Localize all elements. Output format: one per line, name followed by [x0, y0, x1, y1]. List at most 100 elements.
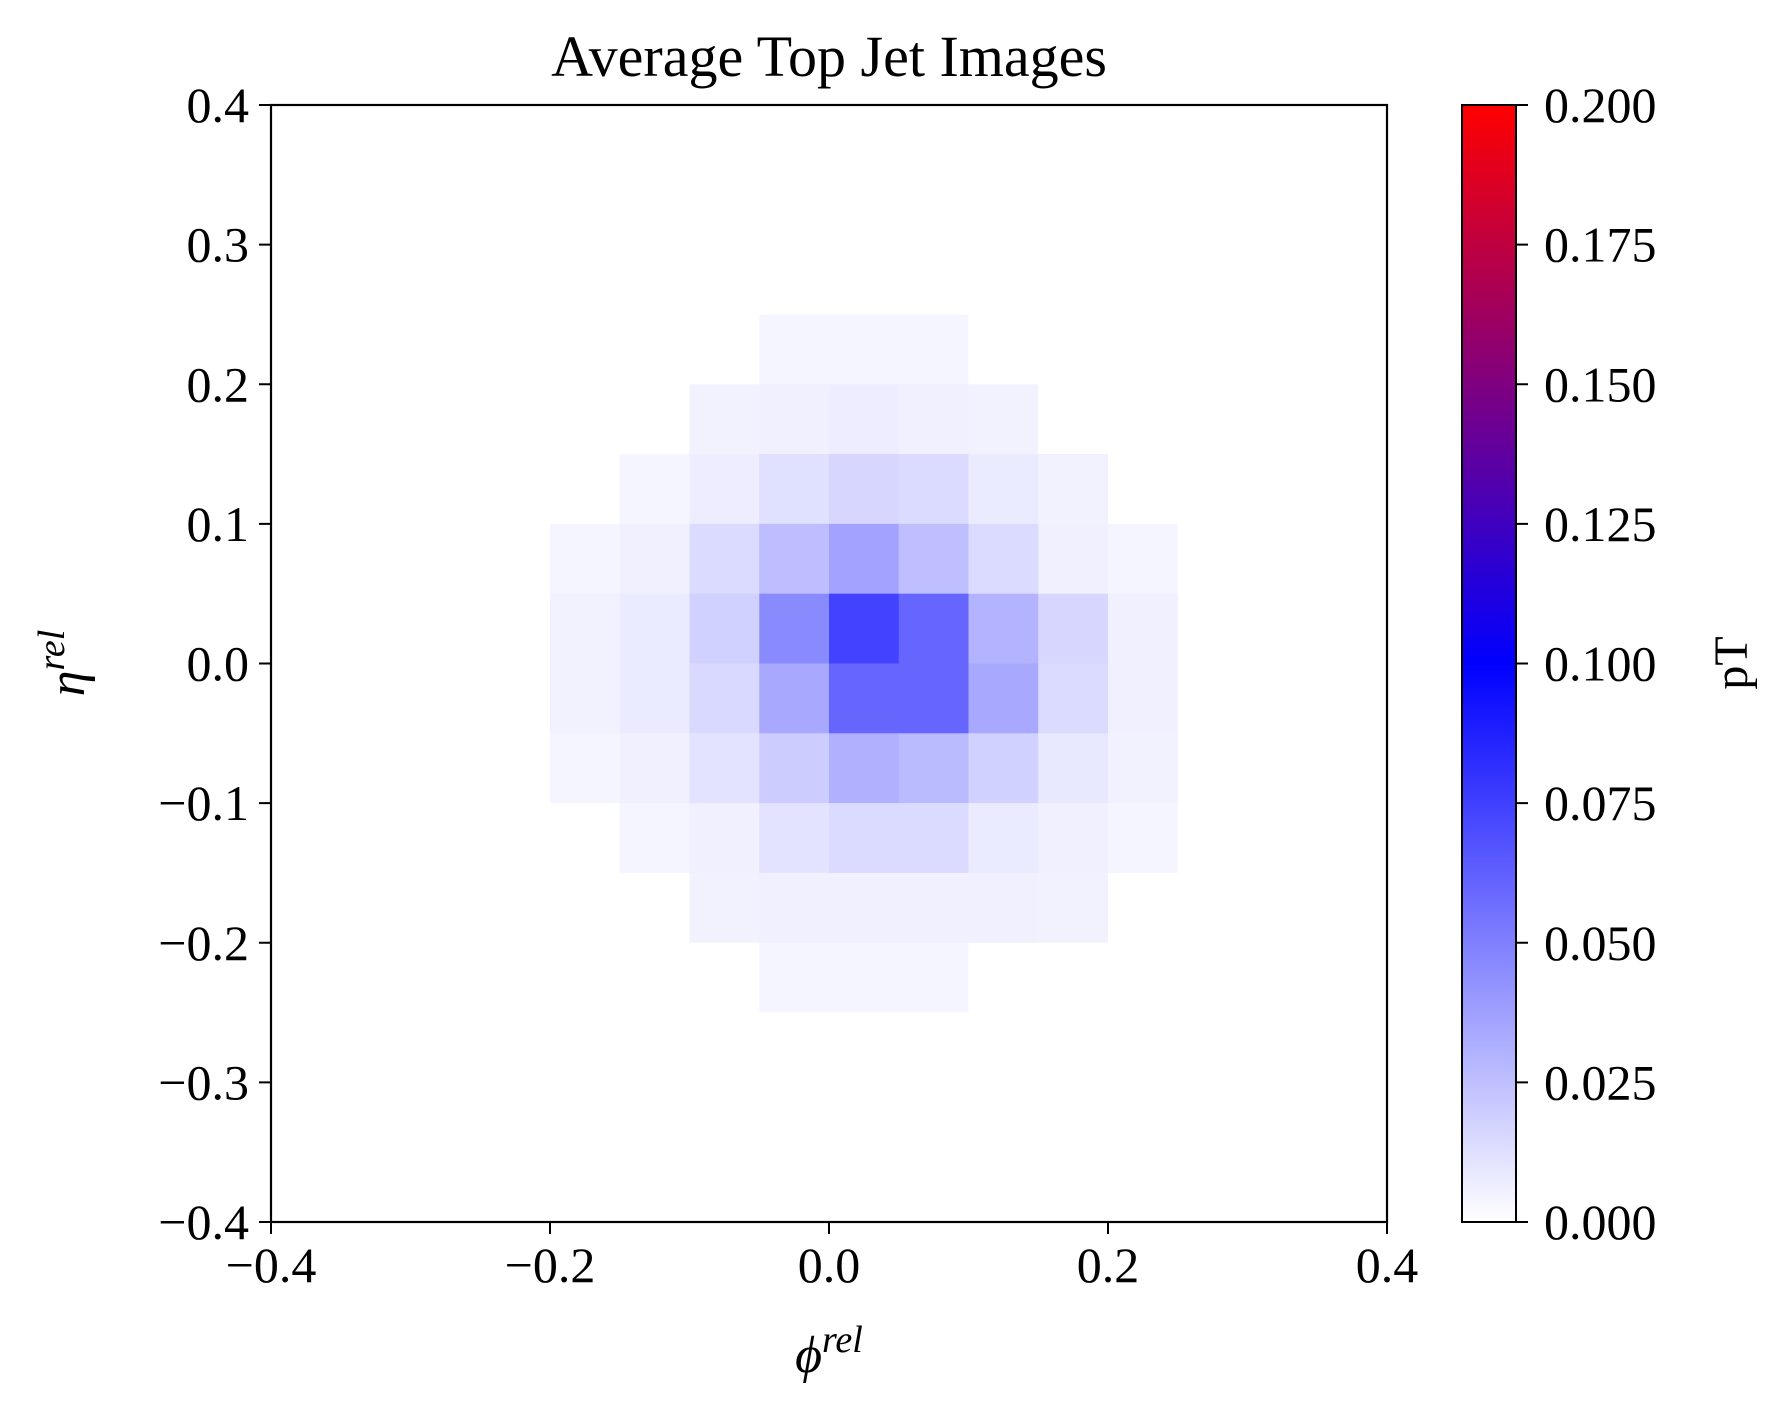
heatmap-cell — [619, 174, 691, 246]
x-tick-label: −0.2 — [505, 1237, 596, 1293]
heatmap-cell — [1177, 314, 1249, 385]
heatmap-cell — [829, 1082, 900, 1153]
heatmap-cell — [1038, 1152, 1109, 1223]
heatmap-cell — [1247, 1152, 1318, 1223]
x-axis-label-sup: rel — [822, 1319, 863, 1361]
heatmap-cell — [619, 1152, 691, 1223]
heatmap-cell — [689, 803, 760, 874]
heatmap-cell — [271, 733, 342, 804]
heatmap-cell — [898, 663, 970, 734]
heatmap-cell — [1038, 663, 1109, 734]
heatmap-cell — [968, 663, 1039, 734]
heatmap-cell — [1038, 314, 1109, 385]
heatmap-cell — [619, 384, 691, 455]
heatmap-cell — [1108, 523, 1179, 595]
y-axis-label-sup: rel — [31, 630, 73, 671]
heatmap-cell — [1177, 872, 1249, 944]
heatmap-cell — [1177, 244, 1249, 316]
heatmap-cell — [759, 872, 830, 944]
heatmap-cell — [1177, 942, 1249, 1014]
y-tick-label: −0.1 — [158, 775, 249, 831]
heatmap-cell — [271, 663, 342, 734]
heatmap-cell — [1247, 384, 1318, 455]
y-tick-label: 0.0 — [187, 636, 250, 692]
colorbar-tick-label: 0.050 — [1544, 915, 1657, 971]
heatmap-cell — [829, 733, 900, 804]
heatmap-cell — [340, 1152, 412, 1223]
heatmap-cell — [340, 663, 412, 734]
heatmap-cell — [550, 523, 621, 595]
heatmap-cell — [1317, 314, 1388, 385]
y-axis-label: ηrel — [31, 630, 96, 697]
y-tick-label: 0.1 — [187, 496, 250, 552]
heatmap-cell — [898, 314, 970, 385]
heatmap-cell — [1247, 733, 1318, 804]
x-axis-label-base: ϕ — [795, 1327, 822, 1384]
y-tick-label: 0.4 — [187, 77, 250, 133]
heatmap-cell — [410, 523, 481, 595]
heatmap-cell — [550, 663, 621, 734]
heatmap-cell — [271, 803, 342, 874]
heatmap-cell — [619, 663, 691, 734]
heatmap-cell — [759, 942, 830, 1014]
heatmap-cell — [1108, 105, 1179, 176]
heatmap-cell — [829, 105, 900, 176]
heatmap-cell — [689, 384, 760, 455]
heatmap-cell — [619, 105, 691, 176]
heatmap-cell — [410, 105, 481, 176]
colorbar-tick-label: 0.100 — [1544, 636, 1657, 692]
heatmap-cell — [550, 872, 621, 944]
heatmap-cell — [689, 733, 760, 804]
heatmap-cell — [1247, 174, 1318, 246]
heatmap-cell — [619, 1012, 691, 1083]
heatmap-cell — [410, 663, 481, 734]
heatmap-cell — [1108, 663, 1179, 734]
heatmap-cell — [480, 803, 551, 874]
heatmap-cell — [1108, 384, 1179, 455]
heatmap-cell — [759, 314, 830, 385]
x-tick-label: 0.4 — [1356, 1237, 1419, 1293]
heatmap-cell — [550, 942, 621, 1014]
heatmap-cell — [1177, 454, 1249, 525]
heatmap-cell — [968, 454, 1039, 525]
heatmap-cell — [1177, 593, 1249, 665]
heatmap-cell — [689, 174, 760, 246]
heatmap-cell — [968, 593, 1039, 665]
heatmap-cell — [1317, 942, 1388, 1014]
heatmap-cell — [410, 1152, 481, 1223]
heatmap-cell — [1108, 1152, 1179, 1223]
colorbar-label: pT — [1705, 636, 1758, 689]
heatmap-cell — [480, 733, 551, 804]
heatmap-cell — [829, 523, 900, 595]
heatmap-cell — [1317, 244, 1388, 316]
heatmap-cell — [759, 523, 830, 595]
heatmap-cell — [410, 174, 481, 246]
heatmap-cell — [550, 384, 621, 455]
heatmap-cell — [340, 523, 412, 595]
heatmap-cell — [1038, 803, 1109, 874]
heatmap-cell — [1317, 1152, 1388, 1223]
heatmap-cell — [410, 803, 481, 874]
heatmap-cell — [480, 942, 551, 1014]
heatmap-cell — [968, 1012, 1039, 1083]
heatmap-cell — [1177, 523, 1249, 595]
heatmap-cell — [410, 942, 481, 1014]
heatmap-cell — [1108, 733, 1179, 804]
heatmap-cell — [759, 244, 830, 316]
heatmap-cell — [1317, 663, 1388, 734]
heatmap-cell — [1038, 244, 1109, 316]
heatmap-cell — [759, 1082, 830, 1153]
heatmap-cell — [689, 1152, 760, 1223]
heatmap-cell — [1247, 105, 1318, 176]
heatmap-cell — [340, 803, 412, 874]
heatmap-cell — [271, 523, 342, 595]
heatmap-cell — [689, 872, 760, 944]
heatmap-cell — [410, 872, 481, 944]
heatmap-cell — [271, 105, 342, 176]
heatmap-cell — [340, 1082, 412, 1153]
heatmap-cell — [689, 942, 760, 1014]
heatmap-cell — [271, 244, 342, 316]
heatmap-cell — [1177, 733, 1249, 804]
heatmap-cell — [898, 1012, 970, 1083]
